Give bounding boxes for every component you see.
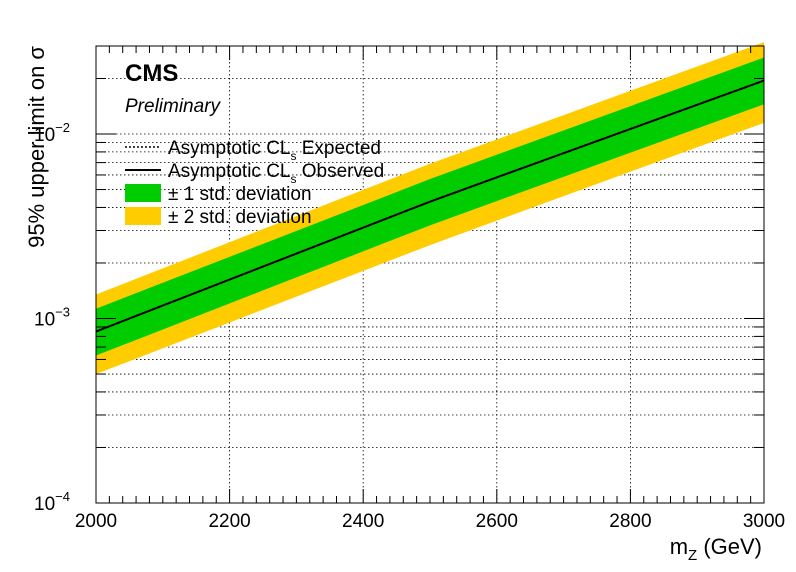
legend-entry-label: ± 2 std. deviation <box>168 207 312 228</box>
legend-entry-main: ± 1 std. deviation <box>168 184 312 205</box>
x-axis-title-main: m <box>670 534 688 559</box>
series-lines <box>95 79 765 333</box>
y-tick-label-base: 10 <box>34 494 55 515</box>
x-axis-title-sub: Z <box>688 547 697 564</box>
legend-entry-main: ± 2 std. deviation <box>168 207 312 228</box>
legend-entry-sub: s <box>290 149 296 163</box>
axis-frame <box>95 45 765 504</box>
observed-limit-line <box>95 79 765 333</box>
legend-entry-label: Asymptotic CLs Observed <box>168 161 384 186</box>
y-axis-title: 95% upper limit on σ <box>24 46 49 248</box>
x-tick-label: 2400 <box>342 511 384 532</box>
x-tick-label: 3000 <box>743 511 785 532</box>
x-tick-label: 2000 <box>75 511 117 532</box>
y-tick-label: 10−4 <box>34 489 70 515</box>
legend-entry-rest: Observed <box>296 161 384 182</box>
legend-entry-sub: s <box>290 172 296 186</box>
legend-entry-main: Asymptotic CL <box>168 161 290 182</box>
y-tick-label-base: 10 <box>34 125 55 146</box>
legend-2sigma-swatch <box>125 207 161 225</box>
legend-entry-label: ± 1 std. deviation <box>168 184 312 205</box>
x-tick-label: 2800 <box>609 511 651 532</box>
legend-entry-label: Asymptotic CLs Expected <box>168 138 381 163</box>
experiment-label: CMS <box>125 60 178 87</box>
legend-entry-main: Asymptotic CL <box>168 138 290 159</box>
status-label: Preliminary <box>125 96 222 117</box>
bands <box>96 42 764 375</box>
legend-1sigma-swatch <box>125 184 161 202</box>
y-tick-label: 10−2 <box>34 120 70 146</box>
legend-entry-rest: Expected <box>296 138 381 159</box>
x-tick-label: 2600 <box>476 511 518 532</box>
band-1sigma <box>96 57 764 356</box>
y-tick-label: 10−3 <box>34 305 70 331</box>
y-tick-label-exp: −4 <box>55 489 70 504</box>
y-tick-label-exp: −3 <box>55 305 70 320</box>
x-axis-title: mZ (GeV) <box>670 534 762 564</box>
y-tick-label-base: 10 <box>34 310 55 331</box>
x-axis-title-unit: (GeV) <box>703 534 762 559</box>
y-tick-label-exp: −2 <box>55 120 70 135</box>
x-tick-label: 2200 <box>208 511 250 532</box>
